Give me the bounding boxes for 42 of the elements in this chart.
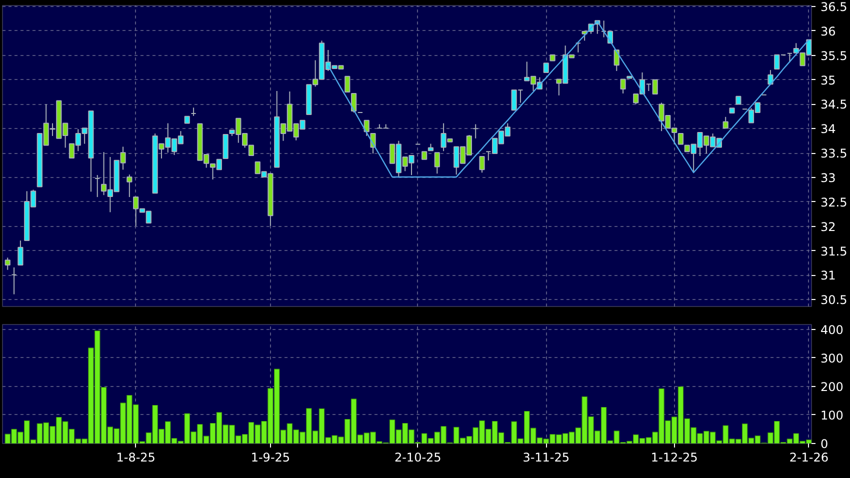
candlestick — [620, 78, 626, 94]
x-tick-label: 1-9-25 — [250, 450, 290, 464]
candlestick — [768, 70, 774, 85]
y-tick-label: 30.5 — [820, 293, 848, 308]
candlestick — [434, 152, 440, 174]
candlestick — [18, 240, 24, 266]
candlestick — [344, 76, 350, 92]
y-tick-label: 100 — [820, 408, 844, 422]
y-tick-label: 200 — [820, 380, 844, 394]
y-tick-label: 31.5 — [820, 244, 848, 258]
x-tick-label: 1-12-25 — [650, 450, 698, 464]
candlestick — [543, 62, 549, 73]
candlestick — [222, 134, 228, 159]
candlestick — [126, 174, 132, 198]
x-tick-label: 1-8-25 — [116, 450, 156, 464]
y-tick-label: 33 — [820, 171, 836, 185]
x-tick-label: 3-11-25 — [522, 450, 570, 464]
candlestick — [11, 266, 17, 295]
y-tick-label: 36.5 — [820, 0, 848, 14]
y-tick-label: 32 — [820, 220, 836, 234]
candlestick — [722, 116, 728, 129]
y-tick-label: 32.5 — [820, 195, 848, 210]
candlestick — [678, 133, 684, 145]
candlestick — [575, 42, 581, 53]
y-tick-label: 31 — [820, 268, 836, 283]
y-tick-label: 33.5 — [820, 146, 848, 161]
y-tick-label: 300 — [820, 351, 844, 366]
candlestick — [4, 257, 10, 270]
y-tick-label: 400 — [820, 322, 844, 337]
y-tick-label: 35 — [820, 73, 836, 88]
candlestick — [190, 107, 196, 116]
y-tick-label: 0 — [820, 437, 828, 451]
y-tick-label: 34.5 — [820, 98, 848, 112]
candlestick — [350, 92, 357, 114]
x-tick-label: 2-1-26 — [789, 450, 829, 464]
y-tick-label: 34 — [820, 122, 836, 136]
candlestick — [479, 156, 485, 174]
y-tick-label: 35.5 — [820, 48, 848, 63]
candlestick — [472, 124, 478, 139]
candlestick — [94, 174, 100, 198]
x-tick-label: 2-10-25 — [394, 450, 442, 464]
y-tick-label: 36 — [820, 24, 836, 38]
